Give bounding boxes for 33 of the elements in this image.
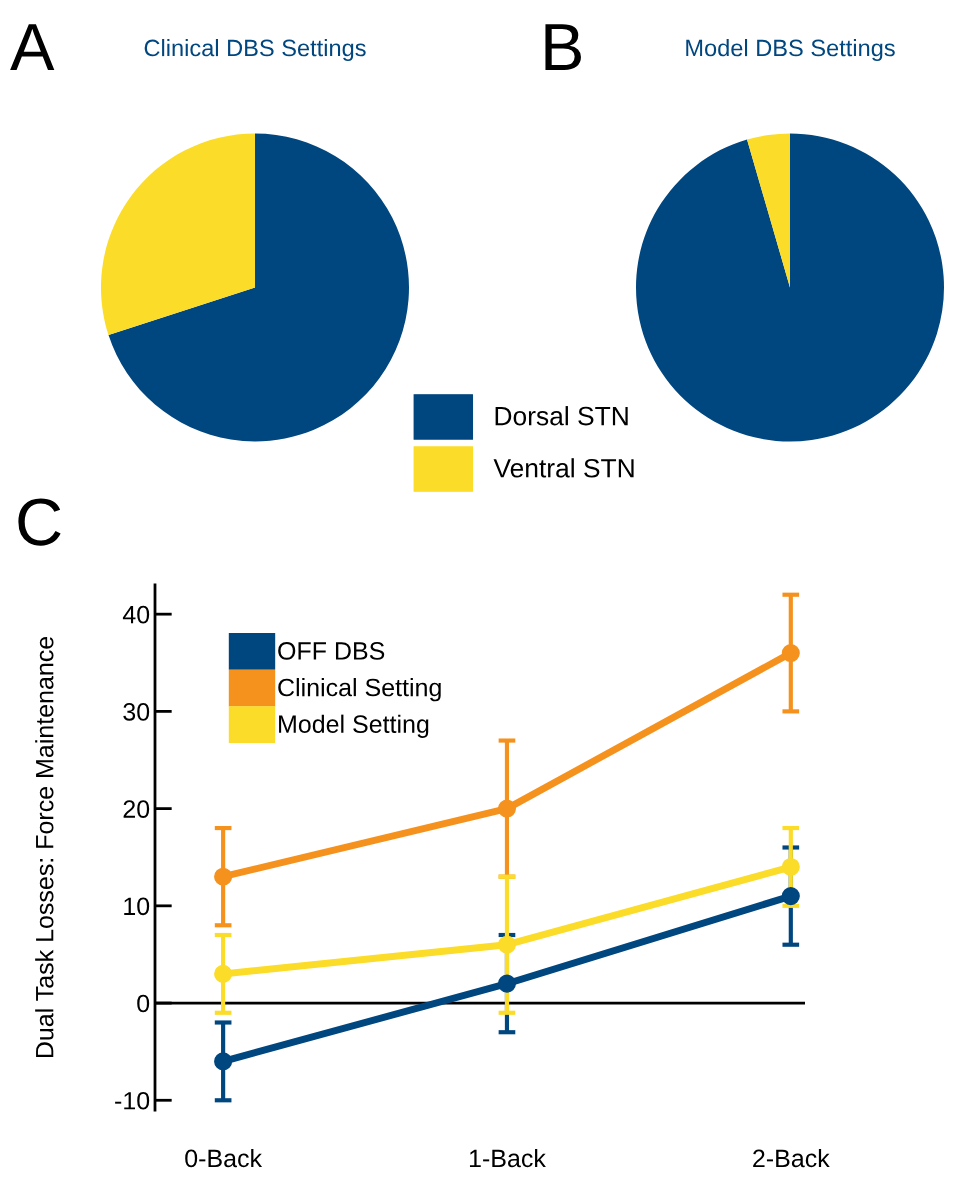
legend-label: OFF DBS (278, 642, 385, 660)
x-tick-label: 2-Back (753, 1148, 830, 1168)
point (497, 935, 516, 954)
point (214, 1052, 233, 1071)
y-tick-label: 20 (123, 800, 150, 818)
pie-slice (101, 133, 255, 336)
point (781, 887, 800, 906)
pie-slice (636, 133, 944, 442)
x-tick-label: 0-Back (185, 1148, 263, 1168)
x-tick-label: 1-Back (469, 1148, 546, 1168)
text: C (18, 498, 61, 546)
point (214, 867, 233, 886)
point (781, 857, 800, 876)
point (497, 799, 516, 818)
point (214, 964, 233, 983)
y-axis-title: Dual Task Losses: Force Maintenance (35, 636, 54, 1058)
text: A (10, 24, 55, 70)
chart-title: Model DBS Settings (686, 39, 895, 62)
pie-slice (108, 133, 409, 442)
point (781, 644, 800, 663)
y-tick-label: 10 (124, 897, 150, 916)
y-tick-label: 40 (122, 605, 150, 624)
pie-slice (747, 133, 790, 288)
y-tick-label: -10 (115, 1091, 150, 1110)
point (497, 974, 516, 993)
text: B (545, 24, 581, 70)
legend-label: Dorsal STN (495, 406, 628, 426)
y-tick-label: 0 (137, 994, 150, 1013)
legend-label: Model Setting (279, 714, 429, 738)
legend-label: Ventral STN (493, 458, 634, 478)
chart-title: Clinical DBS Settings (144, 39, 366, 62)
y-tick-label: 30 (123, 702, 150, 721)
legend-label: Clinical Setting (278, 678, 441, 702)
